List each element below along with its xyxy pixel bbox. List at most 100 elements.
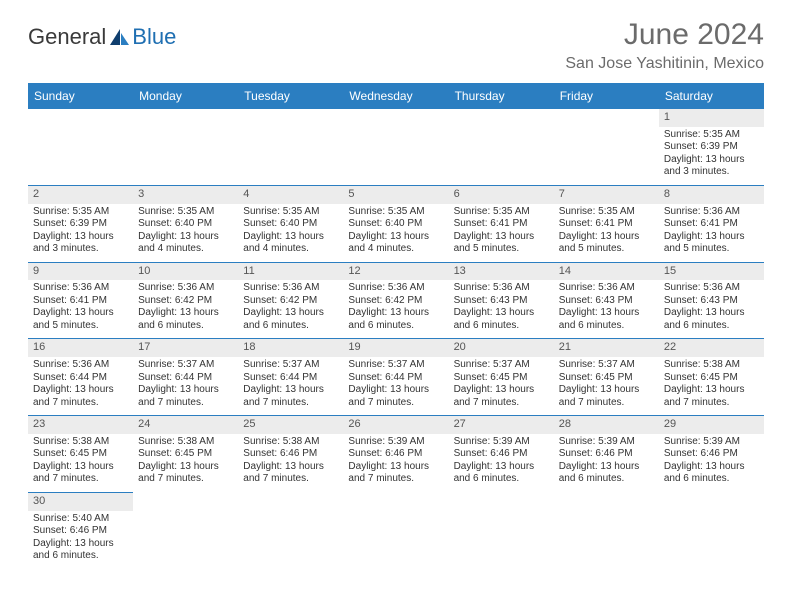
sunset-text: Sunset: 6:46 PM — [33, 525, 128, 538]
daylight-text: and 4 minutes. — [243, 243, 338, 256]
calendar-cell: 13Sunrise: 5:36 AMSunset: 6:43 PMDayligh… — [449, 262, 554, 339]
calendar-cell: 28Sunrise: 5:39 AMSunset: 6:46 PMDayligh… — [554, 416, 659, 493]
brand-part2: Blue — [132, 24, 176, 50]
daylight-text: Daylight: 13 hours — [33, 384, 128, 397]
sunrise-text: Sunrise: 5:37 AM — [243, 359, 338, 372]
sunrise-text: Sunrise: 5:35 AM — [559, 206, 654, 219]
calendar-cell: 25Sunrise: 5:38 AMSunset: 6:46 PMDayligh… — [238, 416, 343, 493]
sunset-text: Sunset: 6:46 PM — [559, 448, 654, 461]
calendar-table: Sunday Monday Tuesday Wednesday Thursday… — [28, 83, 764, 569]
daylight-text: and 5 minutes. — [664, 243, 759, 256]
daylight-text: Daylight: 13 hours — [138, 231, 233, 244]
calendar-cell: 2Sunrise: 5:35 AMSunset: 6:39 PMDaylight… — [28, 185, 133, 262]
daylight-text: and 7 minutes. — [664, 397, 759, 410]
brand-logo: General Blue — [28, 24, 176, 50]
daylight-text: and 6 minutes. — [664, 320, 759, 333]
daylight-text: Daylight: 13 hours — [454, 461, 549, 474]
daylight-text: Daylight: 13 hours — [559, 461, 654, 474]
daylight-text: and 6 minutes. — [559, 473, 654, 486]
sunset-text: Sunset: 6:45 PM — [33, 448, 128, 461]
daylight-text: Daylight: 13 hours — [33, 538, 128, 551]
daylight-text: and 6 minutes. — [243, 320, 338, 333]
day-number: 4 — [238, 186, 343, 204]
title-block: June 2024 San Jose Yashitinin, Mexico — [565, 18, 764, 73]
sunrise-text: Sunrise: 5:35 AM — [138, 206, 233, 219]
day-number: 2 — [28, 186, 133, 204]
day-header: Sunday — [28, 83, 133, 109]
daylight-text: Daylight: 13 hours — [664, 461, 759, 474]
sunrise-text: Sunrise: 5:36 AM — [243, 282, 338, 295]
sunrise-text: Sunrise: 5:40 AM — [33, 513, 128, 526]
calendar-cell — [133, 109, 238, 185]
daylight-text: Daylight: 13 hours — [348, 231, 443, 244]
calendar-cell — [343, 109, 448, 185]
page-title: June 2024 — [565, 18, 764, 52]
daylight-text: Daylight: 13 hours — [559, 231, 654, 244]
calendar-cell: 23Sunrise: 5:38 AMSunset: 6:45 PMDayligh… — [28, 416, 133, 493]
calendar-cell — [659, 492, 764, 568]
sunrise-text: Sunrise: 5:37 AM — [559, 359, 654, 372]
page: General Blue June 2024 San Jose Yashitin… — [0, 0, 792, 612]
sunset-text: Sunset: 6:46 PM — [243, 448, 338, 461]
daylight-text: and 6 minutes. — [559, 320, 654, 333]
sunset-text: Sunset: 6:41 PM — [664, 218, 759, 231]
calendar-week-row: 2Sunrise: 5:35 AMSunset: 6:39 PMDaylight… — [28, 185, 764, 262]
daylight-text: Daylight: 13 hours — [559, 307, 654, 320]
calendar-cell: 27Sunrise: 5:39 AMSunset: 6:46 PMDayligh… — [449, 416, 554, 493]
day-number: 30 — [28, 493, 133, 511]
sunrise-text: Sunrise: 5:35 AM — [664, 129, 759, 142]
calendar-cell: 18Sunrise: 5:37 AMSunset: 6:44 PMDayligh… — [238, 339, 343, 416]
sunrise-text: Sunrise: 5:36 AM — [348, 282, 443, 295]
daylight-text: Daylight: 13 hours — [348, 461, 443, 474]
calendar-week-row: 1Sunrise: 5:35 AMSunset: 6:39 PMDaylight… — [28, 109, 764, 185]
daylight-text: Daylight: 13 hours — [33, 461, 128, 474]
daylight-text: Daylight: 13 hours — [33, 231, 128, 244]
calendar-cell: 20Sunrise: 5:37 AMSunset: 6:45 PMDayligh… — [449, 339, 554, 416]
day-header: Monday — [133, 83, 238, 109]
daylight-text: and 7 minutes. — [33, 473, 128, 486]
daylight-text: Daylight: 13 hours — [138, 307, 233, 320]
daylight-text: and 6 minutes. — [454, 320, 549, 333]
day-header: Saturday — [659, 83, 764, 109]
daylight-text: Daylight: 13 hours — [348, 384, 443, 397]
sunrise-text: Sunrise: 5:36 AM — [33, 359, 128, 372]
day-number: 11 — [238, 263, 343, 281]
sunrise-text: Sunrise: 5:39 AM — [664, 436, 759, 449]
sunrise-text: Sunrise: 5:37 AM — [138, 359, 233, 372]
daylight-text: and 7 minutes. — [454, 397, 549, 410]
daylight-text: Daylight: 13 hours — [33, 307, 128, 320]
calendar-cell — [28, 109, 133, 185]
day-number: 5 — [343, 186, 448, 204]
sunset-text: Sunset: 6:40 PM — [138, 218, 233, 231]
day-number: 26 — [343, 416, 448, 434]
sunrise-text: Sunrise: 5:35 AM — [243, 206, 338, 219]
daylight-text: and 3 minutes. — [33, 243, 128, 256]
day-header: Thursday — [449, 83, 554, 109]
calendar-cell: 26Sunrise: 5:39 AMSunset: 6:46 PMDayligh… — [343, 416, 448, 493]
sunset-text: Sunset: 6:43 PM — [559, 295, 654, 308]
calendar-cell — [133, 492, 238, 568]
sunset-text: Sunset: 6:45 PM — [559, 372, 654, 385]
daylight-text: and 6 minutes. — [33, 550, 128, 563]
daylight-text: Daylight: 13 hours — [243, 307, 338, 320]
daylight-text: and 7 minutes. — [243, 473, 338, 486]
calendar-cell: 21Sunrise: 5:37 AMSunset: 6:45 PMDayligh… — [554, 339, 659, 416]
sunrise-text: Sunrise: 5:35 AM — [348, 206, 443, 219]
calendar-cell: 14Sunrise: 5:36 AMSunset: 6:43 PMDayligh… — [554, 262, 659, 339]
calendar-cell: 17Sunrise: 5:37 AMSunset: 6:44 PMDayligh… — [133, 339, 238, 416]
calendar-week-row: 23Sunrise: 5:38 AMSunset: 6:45 PMDayligh… — [28, 416, 764, 493]
calendar-cell: 19Sunrise: 5:37 AMSunset: 6:44 PMDayligh… — [343, 339, 448, 416]
sunset-text: Sunset: 6:44 PM — [243, 372, 338, 385]
sunset-text: Sunset: 6:44 PM — [348, 372, 443, 385]
calendar-cell: 29Sunrise: 5:39 AMSunset: 6:46 PMDayligh… — [659, 416, 764, 493]
sunset-text: Sunset: 6:39 PM — [664, 141, 759, 154]
sunrise-text: Sunrise: 5:37 AM — [454, 359, 549, 372]
calendar-cell: 12Sunrise: 5:36 AMSunset: 6:42 PMDayligh… — [343, 262, 448, 339]
calendar-cell: 22Sunrise: 5:38 AMSunset: 6:45 PMDayligh… — [659, 339, 764, 416]
sunrise-text: Sunrise: 5:38 AM — [243, 436, 338, 449]
day-number: 17 — [133, 339, 238, 357]
day-number: 16 — [28, 339, 133, 357]
calendar-cell — [449, 109, 554, 185]
sunrise-text: Sunrise: 5:36 AM — [138, 282, 233, 295]
sunset-text: Sunset: 6:42 PM — [243, 295, 338, 308]
